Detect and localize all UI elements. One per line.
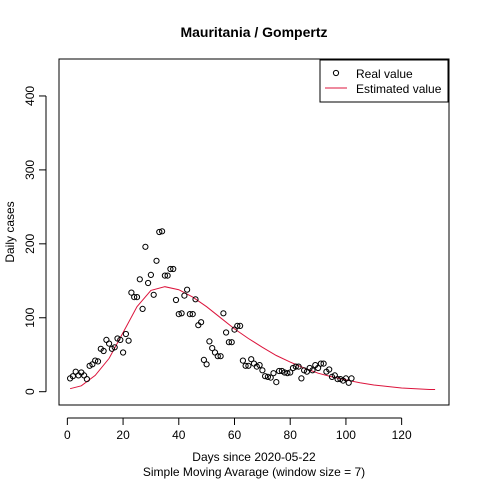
- x-tick-label: 0: [64, 428, 71, 442]
- x-tick-label: 40: [172, 428, 186, 442]
- legend-estimated-value-label: Estimated value: [356, 82, 442, 96]
- y-tick-label: 200: [23, 233, 37, 253]
- x-tick-label: 100: [336, 428, 356, 442]
- x-tick-label: 60: [228, 428, 242, 442]
- chart-title: Mauritania / Gompertz: [180, 24, 327, 40]
- x-axis-label: Days since 2020-05-22: [192, 450, 316, 464]
- x-tick-label: 20: [116, 428, 130, 442]
- y-axis-label: Daily cases: [3, 201, 17, 262]
- y-tick-label: 400: [23, 86, 37, 106]
- y-tick-label: 100: [23, 307, 37, 327]
- x-tick-label: 80: [284, 428, 298, 442]
- x-axis-sublabel: Simple Moving Avarage (window size = 7): [143, 465, 365, 479]
- legend: Real value Estimated value: [320, 60, 448, 102]
- y-tick-label: 0: [23, 388, 37, 395]
- y-tick-label: 300: [23, 160, 37, 180]
- legend-real-value-label: Real value: [356, 67, 413, 81]
- x-tick-label: 120: [392, 428, 412, 442]
